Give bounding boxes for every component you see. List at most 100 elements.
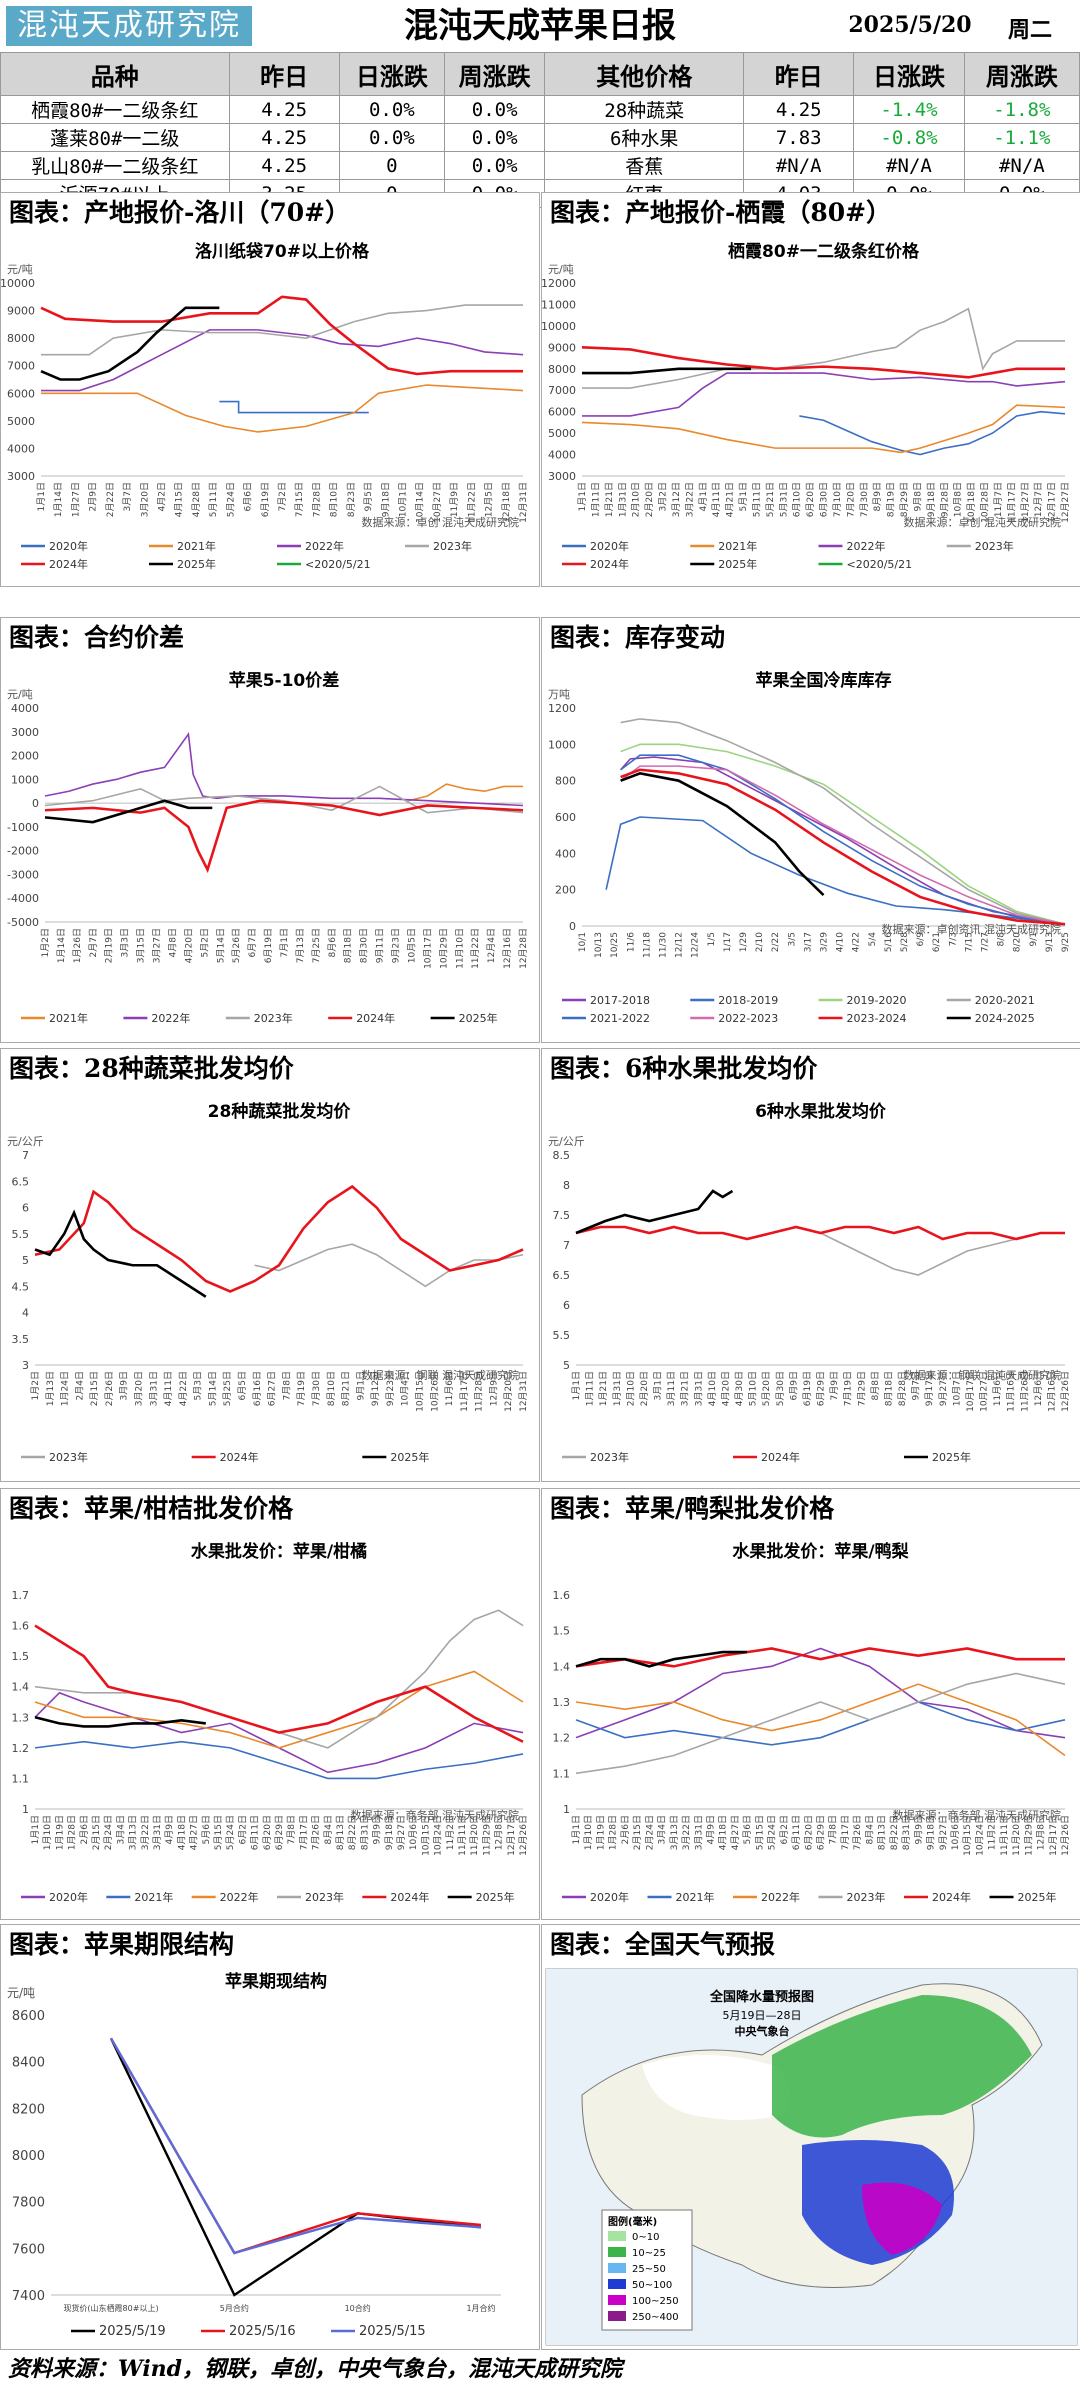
x-tick-label: 8月10日 [329,482,340,517]
series-line [620,743,1066,925]
y-tick-label: 3000 [548,470,576,483]
price-cell: -0.8% [853,123,965,152]
x-tick-label: 11月26日 [1019,1371,1030,1412]
map-legend-label: 50~100 [632,2280,672,2291]
legend-label: 2025年 [718,557,757,571]
x-tick-label: 1月2日 [30,1371,41,1400]
y-tick-label: 800 [555,775,576,788]
y-tick-label: 4 [22,1307,29,1320]
x-tick-label: 1月11日 [585,1371,596,1406]
panel-qixia: 图表：产地报价-栖霞（80#） 栖霞80#一二级条红价格 元/吨 3000 4000 5… [541,192,1080,587]
x-tick-label: 7月8日 [286,1815,297,1844]
legend-label: 2022-2023 [718,1012,778,1025]
series-line [620,772,825,897]
y-tick-label: 1.5 [553,1625,571,1638]
series-line [575,1647,1065,1668]
x-tick-label: 10月26日 [429,1371,440,1412]
series-line [44,799,524,874]
y-tick-label: 5000 [7,415,35,428]
x-tick-label: 8月6日 [327,928,338,957]
x-tick-label: 12月31日 [518,482,529,523]
series-line [34,1716,206,1728]
y-tick-label: 200 [555,884,576,897]
report-date: 2025/5/20 [848,12,972,38]
x-tick-label: 7月25日 [311,928,322,963]
x-tick-label: 1/29 [739,932,749,952]
x-tick-label: 12月26日 [518,1815,529,1856]
x-tick-label: 6月6日 [243,482,254,511]
x-tick-label: 7/15 [964,932,974,952]
x-tick-label: 3月12日 [671,482,682,517]
data-source: 数据来源：钢联 混沌天成研究院 [362,1368,520,1382]
series-line [41,329,524,392]
series-line [581,404,1066,454]
x-tick-label: 4月11日 [163,1371,174,1406]
x-tick-label: 2月20日 [639,1371,650,1406]
x-tick-label: 1月1日 [571,1815,582,1844]
x-tick-label: 3月13日 [128,1815,139,1850]
y-tick-label: 1.4 [553,1660,571,1673]
legend-label: 2024-2025 [975,1012,1035,1025]
price-cell: 4.25 [228,95,340,124]
x-tick-label: 12月5日 [484,482,495,517]
x-tick-label: 2月19日 [104,928,115,963]
y-tick-label: 10000 [1,277,35,290]
x-tick-label: 6月16日 [252,1371,263,1406]
x-tick-label: 5月15日 [213,1815,224,1850]
x-tick-label: 6/21 [932,932,942,952]
y-tick-label: 1.1 [12,1772,30,1785]
series-line [41,304,523,356]
map-legend-title: 图例(毫米) [608,2215,657,2228]
x-tick-label: 11月6日 [444,1371,455,1406]
x-tick-label: 5月11日 [208,482,219,517]
x-tick-label: 2月22日 [105,482,116,517]
y-tick-label: 10000 [542,320,576,333]
x-tick-label: 5月10日 [748,1371,759,1406]
x-tick-label: 10/13 [594,932,604,958]
panel-title: 图表：6种水果批发均价 [542,1049,1080,1089]
x-tick-label: 5月26日 [231,928,242,963]
x-tick-label: 5月24日 [225,482,236,517]
x-tick-label: 5月24日 [767,1815,778,1850]
map-legend-label: 250~400 [632,2312,679,2323]
legend-label: 2025年 [459,1011,498,1025]
x-tick-label: 4月2日 [157,482,168,511]
chart-title: 苹果全国冷库库存 [756,670,892,691]
x-tick-label: 1月1日 [36,482,47,511]
y-tick-label: 7 [22,1149,29,1162]
x-tick-label: 7月8日 [281,1371,292,1400]
x-tick-label: 6月20日 [803,1815,814,1850]
x-tick-label: 6月29日 [816,1815,827,1850]
data-source: 数据来源：卓创 混沌天成研究院 [362,515,520,529]
x-tick-label: 5月14日 [207,1371,218,1406]
x-tick-label: 3月11日 [666,1371,677,1406]
x-tick-label: 7月26日 [311,1815,322,1850]
x-tick-label: 6月11日 [791,1815,802,1850]
x-tick-label: 7月17日 [840,1815,851,1850]
data-source: 数据来源：商务部 混沌天成研究院 [893,1808,1062,1822]
x-tick-label: 10月6日 [950,1815,961,1850]
x-tick-label: 6月30日 [819,482,830,517]
legend-label: 2025年 [476,1890,515,1904]
price-cell: 0.0% [338,123,446,152]
x-tick-label: 3月20日 [134,1371,145,1406]
x-tick-label: 11月6日 [992,1371,1003,1406]
y-tick-label: 5.5 [553,1329,571,1342]
x-tick-label: 9月28日 [939,482,950,517]
x-tick-label: 5月25日 [222,1371,233,1406]
x-tick-label: 2月4日 [74,1371,85,1400]
price-cell: 蓬莱80#一二级 [0,123,230,152]
y-tick-label: 6 [563,1299,570,1312]
data-source: 数据来源：钢联 混沌天成研究院 [904,1368,1062,1382]
y-tick-label: 5 [22,1254,29,1267]
legend-label: <2020/5/21 [847,558,913,571]
col-header: 其他价格 [544,52,745,96]
map-legend-label: 100~250 [632,2296,679,2307]
x-tick-label: 10月18日 [966,482,977,523]
price-row: 蓬莱80#一二级 4.25 0.0% 0.0% 6种水果 7.83 -0.8% -1.1% [0,123,1080,152]
price-cell: 0 [338,151,446,180]
legend-label: 2023-2024 [847,1012,907,1025]
y-axis-label: 元/吨 [7,688,33,701]
x-tick-label: 2月10日 [625,1371,636,1406]
